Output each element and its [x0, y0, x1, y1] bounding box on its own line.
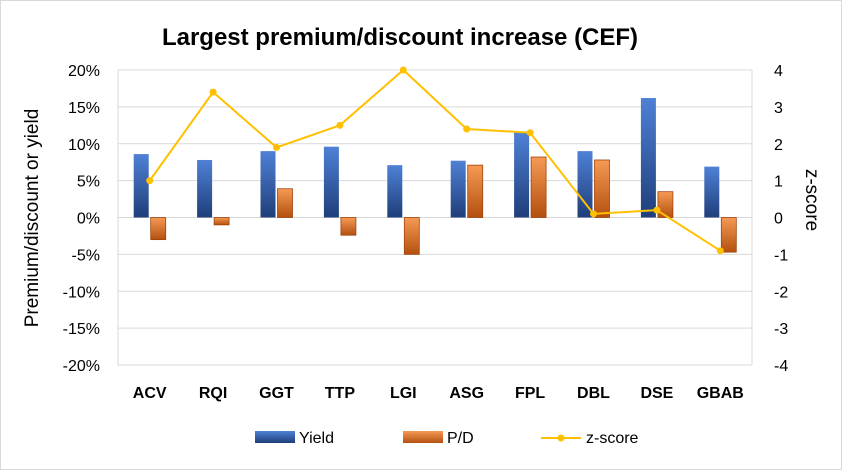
bar-pd [213, 217, 230, 226]
bar-pd [467, 164, 484, 218]
legend-label-pd: P/D [447, 430, 474, 447]
y2-tick-label: 2 [774, 137, 783, 154]
gridlines [117, 69, 753, 366]
legend-swatch-pd [403, 431, 443, 443]
z-score-point [209, 88, 217, 96]
x-category-label: GGT [259, 385, 294, 402]
legend: Yield P/D z-score [255, 430, 639, 447]
z-score-point [590, 210, 597, 218]
x-axis-categories: ACV RQI GGT TTP LGI ASG FPL DBL DSE GBAB [133, 385, 744, 402]
y-tick-label: 10% [68, 137, 100, 154]
bar-yield [387, 165, 403, 218]
y-tick-label: 0% [77, 211, 100, 228]
y-tick-label: -20% [63, 358, 100, 375]
y-axis-title: Premium/discount or yield [22, 109, 43, 328]
z-score-point [653, 206, 661, 214]
bar-pd [150, 217, 167, 241]
y-tick-label: -10% [63, 284, 100, 301]
bars [133, 98, 737, 255]
z-score-polyline [148, 68, 721, 252]
z-score-line [146, 66, 724, 255]
legend-swatch-yield [255, 431, 295, 443]
y2-axis-ticks: 4 3 2 1 0 -1 -2 -3 -4 [774, 63, 788, 375]
bar-yield [577, 151, 593, 218]
x-category-label: RQI [199, 385, 227, 402]
bar-pd [720, 217, 737, 253]
z-score-point [526, 129, 534, 137]
x-category-label: ACV [133, 385, 167, 402]
legend-swatch-zscore-marker [557, 434, 565, 442]
x-category-label: FPL [515, 385, 545, 402]
y2-tick-label: -1 [774, 247, 788, 264]
z-score-point [146, 177, 154, 185]
legend-label-yield: Yield [299, 430, 334, 447]
y2-tick-label: -3 [774, 321, 788, 338]
bar-pd [594, 159, 610, 218]
bar-pd [530, 156, 547, 218]
bar-yield [450, 160, 466, 218]
z-score-point [399, 66, 407, 74]
bar-pd [340, 217, 357, 236]
x-category-label: GBAB [697, 385, 744, 402]
x-category-label: DSE [640, 385, 673, 402]
bar-yield [704, 166, 720, 218]
x-category-label: DBL [577, 385, 610, 402]
y2-tick-label: 1 [774, 174, 783, 191]
z-score-point [336, 121, 344, 129]
z-score-point [273, 143, 280, 151]
y2-tick-label: -4 [774, 358, 788, 375]
y2-tick-label: -2 [774, 284, 788, 301]
y-tick-label: 5% [77, 174, 100, 191]
bar-yield [197, 159, 213, 218]
bar-pd [657, 191, 674, 218]
y2-tick-label: 3 [774, 100, 783, 117]
bar-pd [277, 188, 293, 218]
x-category-label: ASG [449, 385, 484, 402]
y-tick-label: -5% [72, 247, 100, 264]
bar-yield [323, 146, 339, 218]
bar-pd [403, 217, 420, 255]
y-tick-label: -15% [63, 321, 100, 338]
bar-yield [640, 98, 656, 218]
bar-yield [260, 151, 276, 218]
x-category-label: LGI [390, 385, 417, 402]
chart-title: Largest premium/discount increase (CEF) [162, 24, 638, 51]
y-tick-label: 20% [68, 63, 100, 80]
y2-tick-label: 0 [774, 211, 783, 228]
bar-yield [514, 131, 530, 218]
y-axis-ticks: 20% 15% 10% 5% 0% -5% -10% -15% -20% [63, 63, 100, 375]
x-category-label: TTP [325, 385, 356, 402]
z-score-point [716, 247, 724, 255]
z-score-point [463, 125, 471, 133]
y2-axis-title: z-score [801, 169, 822, 231]
y-tick-label: 15% [68, 100, 100, 117]
legend-label-zscore: z-score [586, 430, 639, 447]
bar-yield [133, 154, 149, 218]
y2-tick-label: 4 [774, 63, 783, 80]
